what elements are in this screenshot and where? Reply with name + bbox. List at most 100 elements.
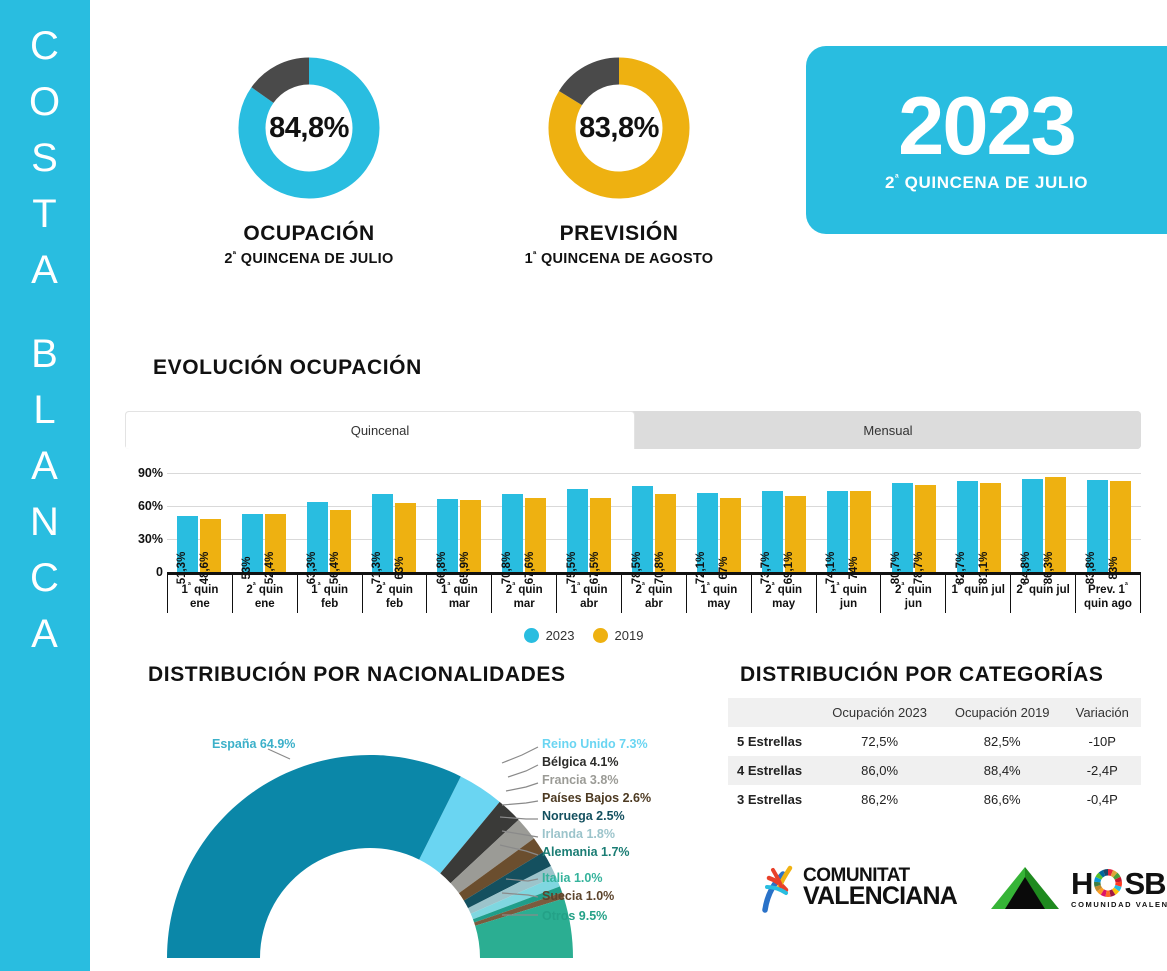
leader-line	[507, 764, 539, 778]
nationality-label: Noruega 2.5%	[542, 809, 625, 823]
bar: 78,5%	[631, 485, 654, 584]
brand-letter: B	[31, 332, 59, 376]
forecast-subtitle-text: QUINCENA DE AGOSTO	[536, 250, 714, 267]
bar-group: 82,7% 81,1%	[946, 462, 1011, 584]
brand-letter: A	[31, 612, 59, 656]
table-cell-value: -10P	[1088, 734, 1116, 749]
legend-item-2019: 2019	[592, 628, 643, 643]
occupation-subtitle: 2ª QUINCENA DE JULIO	[193, 249, 425, 267]
col-header-oc2023: Ocupación 2023	[818, 698, 941, 727]
sdg-segment	[1095, 872, 1104, 880]
nationality-label: Reino Unido 7.3%	[542, 737, 648, 751]
comunitat-line2: VALENCIANA	[803, 882, 958, 911]
bar: 78,7%	[913, 485, 936, 584]
bar-group: 66,8% 65,9%	[427, 462, 492, 584]
x-axis-category-label: 2ª quin jun	[881, 575, 947, 613]
col-header-oc2019: Ocupación 2019	[940, 698, 1064, 727]
pie-slice	[450, 819, 535, 894]
bar: 70,8%	[654, 494, 677, 584]
y-axis-tick: 30%	[137, 532, 163, 546]
gridline	[167, 506, 1141, 507]
y-axis-tick: 90%	[137, 466, 163, 480]
bar: 65,9%	[459, 499, 482, 584]
logos-row: COMUNITAT VALENCIANA HSBEC COMUNIDAD VAL…	[757, 862, 1167, 914]
table-cell-value: 88,4%	[940, 756, 1064, 785]
x-axis-category-label: 1ª quin abr	[557, 575, 623, 613]
brand-letter: S	[31, 136, 59, 180]
sdg-wheel-icon	[1094, 869, 1123, 898]
bar: 69,1%	[783, 496, 806, 584]
legend-label-2023: 2023	[545, 628, 575, 643]
bar: 81,1%	[978, 482, 1001, 584]
leader-line	[501, 892, 539, 898]
leader-line	[501, 830, 539, 838]
nationality-label: Suecia 1.0%	[542, 889, 615, 903]
occupation-subtitle-num: 2	[224, 250, 233, 267]
sdg-segment	[1113, 872, 1121, 880]
x-axis-categories: 1ª quin ene 2ª quin ene 1ª quin feb 2ª quin feb…	[167, 575, 1141, 613]
table-cell-value: 82,5%	[983, 734, 1021, 749]
x-axis-category-label: 1ª quin ene	[167, 575, 233, 613]
forecast-title: PREVISIÓN	[559, 222, 679, 245]
nationality-label: España 64.9%	[212, 737, 296, 751]
sdg-segment	[1099, 870, 1106, 878]
bar: 67,6%	[524, 497, 547, 584]
bar-group: 74,1% 74%	[816, 462, 881, 584]
table-cell-category: 3 Estrellas	[737, 792, 803, 807]
legend-dot-icon	[523, 628, 539, 643]
x-axis-category-label: 2ª quin may	[752, 575, 817, 613]
year-badge-sub-num: 2	[884, 173, 896, 192]
bar-group: 84,8% 86,3%	[1011, 462, 1076, 584]
brand-letter: O	[28, 80, 62, 124]
x-axis-category-label: 1ª quin jun	[817, 575, 882, 613]
table-cell-value: 86,0%	[818, 756, 941, 785]
bar: 48,6%	[199, 518, 222, 584]
pie-slice	[468, 866, 556, 914]
bar: 70,8%	[501, 494, 524, 584]
sdg-segment	[1103, 869, 1109, 877]
brand-letter: L	[33, 388, 57, 432]
leader-line	[499, 816, 538, 820]
bar: 56,4%	[329, 509, 352, 584]
sdg-segment	[1094, 885, 1103, 892]
bar-group: 75,5% 67,5%	[557, 462, 622, 584]
year-badge-sub-text: QUINCENA DE JULIO	[899, 173, 1089, 192]
leader-line	[499, 844, 539, 856]
tab-mensual[interactable]: Mensual	[635, 411, 1141, 449]
y-axis-tick: 0	[156, 565, 163, 579]
bar: 71,3%	[371, 493, 394, 584]
legend-dot-icon	[592, 628, 608, 643]
comunitat-valenciana-logo: COMUNITAT VALENCIANA	[757, 862, 958, 914]
table-cell-value: -2,4P	[1063, 756, 1141, 785]
bar: 72,1%	[695, 492, 718, 584]
pie-slice	[458, 838, 544, 901]
occupation-subtitle-ord: ª	[232, 249, 237, 259]
x-axis-category-label: 2ª quin mar	[492, 575, 558, 613]
x-axis-category-label: 1ª quin jul	[946, 575, 1012, 613]
nationality-label: Países Bajos 2.6%	[542, 791, 652, 805]
pie-slice	[463, 852, 551, 909]
gridline	[167, 473, 1141, 474]
sdg-segment	[1101, 889, 1108, 898]
year-badge: 2023 2ª QUINCENA DE JULIO	[806, 46, 1167, 234]
evolution-tabs[interactable]: Quincenal Mensual	[125, 411, 1141, 449]
bar: 73,7%	[760, 490, 783, 584]
nationalities-section-title: DISTRIBUCIÓN POR NACIONALIDADES	[148, 663, 566, 686]
bar: 66,8%	[436, 498, 459, 584]
bar: 74,1%	[825, 490, 848, 584]
pie-slice	[167, 755, 461, 958]
bar: 67,5%	[589, 497, 612, 584]
comunitat-line1: COMUNITAT	[803, 865, 910, 887]
sdg-segment	[1105, 890, 1112, 898]
brand-letter: A	[31, 248, 59, 292]
pie-slice	[472, 886, 563, 923]
x-axis-category-label: Prev. 1ª quin ago	[1076, 575, 1141, 613]
nationality-label: Italia 1.0%	[542, 871, 603, 885]
hosbec-sub: COMUNIDAD VALENCIANA	[1071, 899, 1167, 909]
leader-line	[505, 878, 539, 882]
x-axis-category-label: 2ª quin ene	[233, 575, 298, 613]
tab-quincenal[interactable]: Quincenal	[125, 411, 635, 449]
chart-legend: 2023 2019	[0, 628, 1167, 643]
forecast-donut-block: 83,8% PREVISIÓN 1ª QUINCENA DE AGOSTO	[503, 48, 735, 267]
